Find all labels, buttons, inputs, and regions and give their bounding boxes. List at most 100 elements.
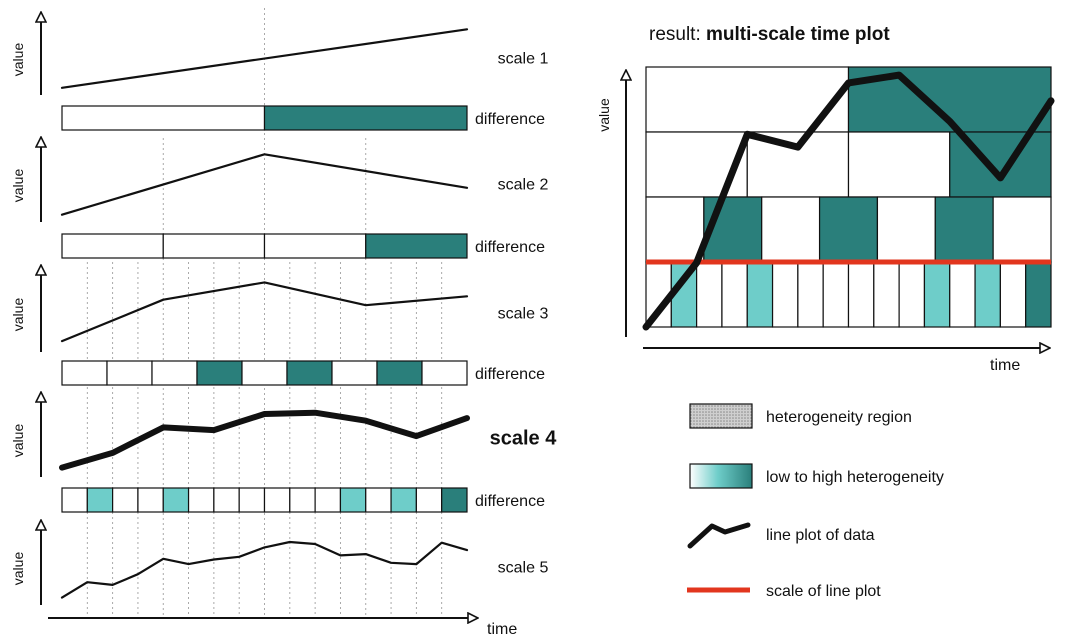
- scale-label: scale 2: [498, 177, 549, 194]
- heterogeneity-region-swatch: [689, 403, 753, 429]
- heterogeneity-row-4: [645, 261, 1052, 328]
- legend-item-1: heterogeneity region: [689, 403, 912, 429]
- scale-row-5: value scale 5: [10, 520, 548, 605]
- result-title: result: multi-scale time plot: [649, 24, 890, 45]
- scale-row-1: value scale 1 difference: [10, 12, 549, 131]
- legend: heterogeneity region low to high heteroge…: [687, 403, 944, 600]
- value-axis-label: value: [10, 298, 26, 332]
- difference-cell: [376, 360, 423, 386]
- result-title-prefix: result:: [649, 24, 706, 45]
- result-panel: result: multi-scale time plot value time: [596, 24, 1055, 374]
- difference-cell: [314, 487, 342, 513]
- difference-cell: [263, 105, 468, 131]
- heterogeneity-row-2: [645, 131, 1052, 198]
- value-axis-label: value: [10, 169, 26, 203]
- legend-item-2: low to high heterogeneity: [689, 463, 944, 489]
- difference-cell: [390, 487, 417, 513]
- scale-label: scale 4: [490, 428, 558, 450]
- difference-cell: [162, 487, 190, 513]
- difference-cell: [331, 360, 378, 386]
- heterogeneity-cell: [818, 196, 879, 263]
- difference-label: difference: [475, 111, 545, 128]
- heterogeneity-cell: [898, 261, 926, 328]
- difference-cell: [61, 233, 164, 259]
- heterogeneity-cell: [797, 261, 824, 328]
- difference-bar: [61, 360, 468, 386]
- difference-cell: [112, 487, 139, 513]
- heterogeneity-cell: [873, 261, 900, 328]
- difference-cell: [187, 487, 215, 513]
- difference-label: difference: [475, 493, 545, 510]
- difference-cell: [151, 360, 198, 386]
- heterogeneity-cell: [992, 196, 1052, 263]
- value-axis-label: value: [10, 43, 26, 77]
- difference-bar: [61, 487, 468, 513]
- result-title-bold: multi-scale time plot: [706, 24, 890, 45]
- legend-label: heterogeneity region: [766, 409, 912, 426]
- difference-cell: [213, 487, 240, 513]
- difference-cell: [286, 360, 333, 386]
- difference-cell: [263, 487, 291, 513]
- difference-cell: [61, 105, 266, 131]
- heterogeneity-cell: [696, 261, 723, 328]
- difference-cell: [441, 487, 468, 513]
- difference-cell: [196, 360, 243, 386]
- heterogeneity-cell: [847, 261, 875, 328]
- heterogeneity-cell: [974, 261, 1001, 328]
- difference-bar: [61, 105, 468, 131]
- value-axis-label: value: [10, 424, 26, 458]
- heterogeneity-gradient-swatch: [689, 463, 753, 489]
- legend-item-4: scale of line plot: [687, 583, 881, 600]
- difference-cell: [289, 487, 316, 513]
- vertical-guide-lines: [86, 8, 443, 618]
- difference-cell: [86, 487, 114, 513]
- heterogeneity-cell: [1025, 261, 1052, 328]
- scale-row-4: value scale 4 difference: [10, 392, 558, 513]
- heterogeneity-cell: [949, 261, 976, 328]
- difference-cell: [61, 360, 108, 386]
- heterogeneity-cell: [746, 261, 774, 328]
- scale-line-plot: [60, 28, 469, 89]
- result-time-axis-label: time: [990, 357, 1020, 374]
- heterogeneity-cell: [934, 196, 994, 263]
- difference-cell: [137, 487, 164, 513]
- heterogeneity-cell: [645, 196, 705, 263]
- heterogeneity-cell: [721, 261, 748, 328]
- heterogeneity-row-1: [645, 66, 1052, 133]
- difference-label: difference: [475, 366, 545, 383]
- legend-label: line plot of data: [766, 527, 875, 544]
- heterogeneity-row-3: [645, 196, 1052, 263]
- value-axis-label: value: [10, 552, 26, 586]
- difference-cell: [365, 233, 468, 259]
- result-line-plot: [642, 71, 1055, 331]
- scale-line-plot: [59, 409, 470, 471]
- difference-label: difference: [475, 239, 545, 256]
- scale-row-2: value scale 2 difference: [10, 137, 549, 259]
- difference-bar: [61, 233, 468, 259]
- heterogeneity-cell: [771, 261, 799, 328]
- heterogeneity-cell: [999, 261, 1027, 328]
- difference-cell: [421, 360, 468, 386]
- difference-cell: [415, 487, 443, 513]
- result-value-axis-label: value: [596, 98, 612, 132]
- scale-label: scale 1: [498, 51, 549, 68]
- scale-label: scale 3: [498, 306, 549, 323]
- legend-item-3: line plot of data: [687, 522, 875, 549]
- heterogeneity-cell: [847, 131, 951, 198]
- difference-cell: [241, 360, 288, 386]
- legend-label: scale of line plot: [766, 583, 881, 600]
- scale-line-plot: [60, 281, 469, 343]
- line-plot-swatch: [687, 522, 751, 549]
- difference-cell: [339, 487, 367, 513]
- difference-cell: [61, 487, 88, 513]
- difference-cell: [263, 233, 367, 259]
- scale-decomposition-panel: value scale 1 difference value scale 2 differ…: [10, 12, 557, 635]
- scale-line-plot: [60, 153, 469, 216]
- heterogeneity-cell: [761, 196, 821, 263]
- heterogeneity-cell: [923, 261, 951, 328]
- difference-cell: [162, 233, 266, 259]
- legend-label: low to high heterogeneity: [766, 469, 944, 486]
- difference-cell: [365, 487, 392, 513]
- heterogeneity-cell: [822, 261, 850, 328]
